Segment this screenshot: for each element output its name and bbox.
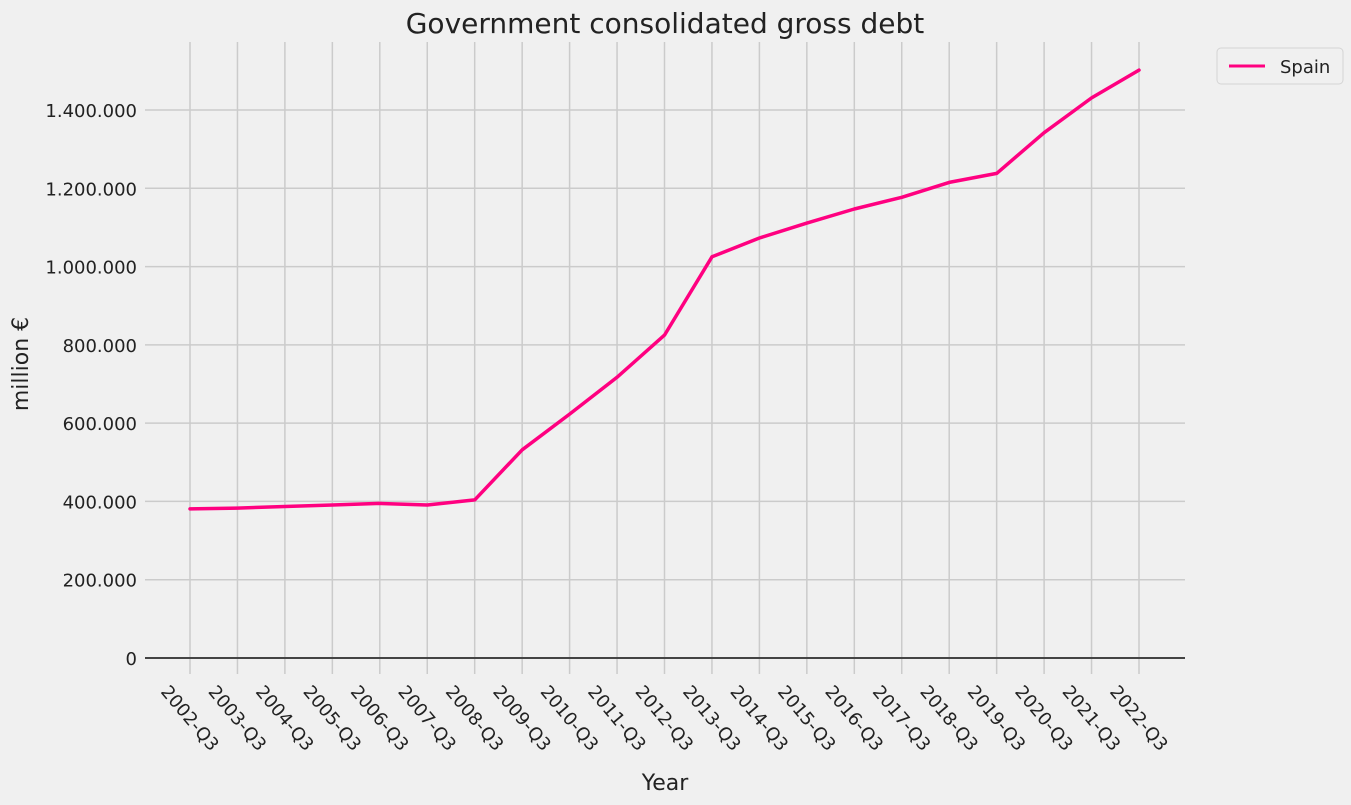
y-tick-label: 800.000 <box>63 336 137 357</box>
legend-box <box>1216 47 1344 85</box>
x-tick-labels: 2002-Q32003-Q32004-Q32005-Q32006-Q32007-… <box>156 682 1172 756</box>
x-axis-label: Year <box>641 771 690 796</box>
y-tick-label: 1.000.000 <box>45 258 137 279</box>
y-tick-label: 600.000 <box>63 414 137 435</box>
series-layer <box>188 68 1141 511</box>
y-tick-label: 200.000 <box>63 571 137 592</box>
chart-title: Government consolidated gross debt <box>406 7 925 40</box>
y-tick-label: 1.400.000 <box>45 101 137 122</box>
grid-layer <box>145 42 1185 674</box>
y-tick-label: 0 <box>126 649 137 670</box>
y-axis-label: million € <box>9 317 34 411</box>
y-tick-label: 1.200.000 <box>45 179 137 200</box>
y-tick-label: 400.000 <box>63 492 137 513</box>
y-tick-labels: 0 200.000 400.000 600.000 800.000 1.000.000 1.… <box>45 101 137 670</box>
legend: Spain <box>1216 47 1344 85</box>
legend-label-spain: Spain <box>1280 57 1330 78</box>
